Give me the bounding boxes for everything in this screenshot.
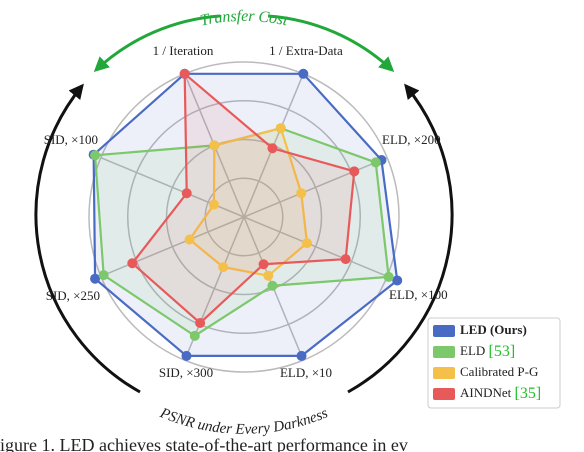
data-point [370, 157, 381, 168]
legend-swatch [433, 325, 455, 337]
data-point [302, 238, 313, 249]
plot-bg [0, 0, 1, 1]
grid-ring [88, 61, 400, 373]
title: Transfer Cost [199, 8, 290, 30]
data-point [208, 199, 219, 210]
legend-label: ELD [53] [460, 343, 515, 360]
legend-box [427, 317, 561, 409]
axis-label: ELD, ×10 [280, 365, 332, 380]
arrow [267, 14, 395, 73]
data-point [349, 166, 360, 177]
axis-label: ELD, ×200 [382, 132, 441, 147]
data-point [98, 270, 109, 281]
data-point [90, 273, 101, 284]
axis-label: ELD, ×100 [389, 287, 448, 302]
data-point [181, 188, 192, 199]
grid-ring [165, 138, 323, 296]
subtitle-text: PSNR under Every Darkness [157, 405, 330, 438]
data-point [209, 140, 220, 151]
data-point [218, 262, 229, 273]
axis-label: SID, ×250 [46, 288, 100, 303]
axis-label: SID, ×100 [44, 132, 98, 147]
axis-label: 1 / Extra-Data [269, 43, 343, 58]
data-point [90, 150, 101, 161]
data-point [340, 254, 351, 265]
title-text: Transfer Cost [199, 8, 290, 30]
data-point [179, 68, 190, 79]
arrow [347, 83, 454, 394]
data-point [258, 259, 269, 270]
legend: LED (Ours) ELD [53] Calibrated P-G AINDNet … [427, 317, 561, 409]
data-point [263, 270, 274, 281]
data-point [296, 350, 307, 361]
legend-swatch [433, 346, 455, 358]
grid-ring [127, 100, 361, 334]
arrow [34, 83, 141, 394]
data-point [189, 330, 200, 341]
axis-label: 1 / Iteration [153, 43, 214, 58]
legend-ref: [35] [515, 385, 542, 402]
spoke [100, 216, 245, 278]
data-point [195, 317, 206, 328]
data-point [181, 350, 192, 361]
caption: Figure 1. LED achieves state-of-the-art … [0, 435, 408, 452]
data-point [267, 143, 278, 154]
data-point [127, 258, 138, 269]
spoke [243, 216, 388, 278]
data-point [275, 123, 286, 134]
spoke [100, 156, 245, 218]
spoke [243, 156, 388, 218]
legend-swatch [433, 367, 455, 379]
legend-label: AINDNet [35] [460, 385, 541, 402]
data-point [392, 275, 403, 286]
legend-label: Calibrated P-G [460, 364, 538, 379]
legend-label: LED (Ours) [460, 322, 527, 337]
data-point [298, 68, 309, 79]
data-point [383, 271, 394, 282]
subtitle: PSNR under Every Darkness [157, 405, 330, 438]
axis-label: SID, ×300 [159, 365, 213, 380]
data-point [267, 280, 278, 291]
legend-swatch [433, 388, 455, 400]
legend-ref: [53] [489, 343, 516, 360]
data-point [184, 234, 195, 245]
arrow [93, 14, 221, 73]
data-point [296, 188, 307, 199]
